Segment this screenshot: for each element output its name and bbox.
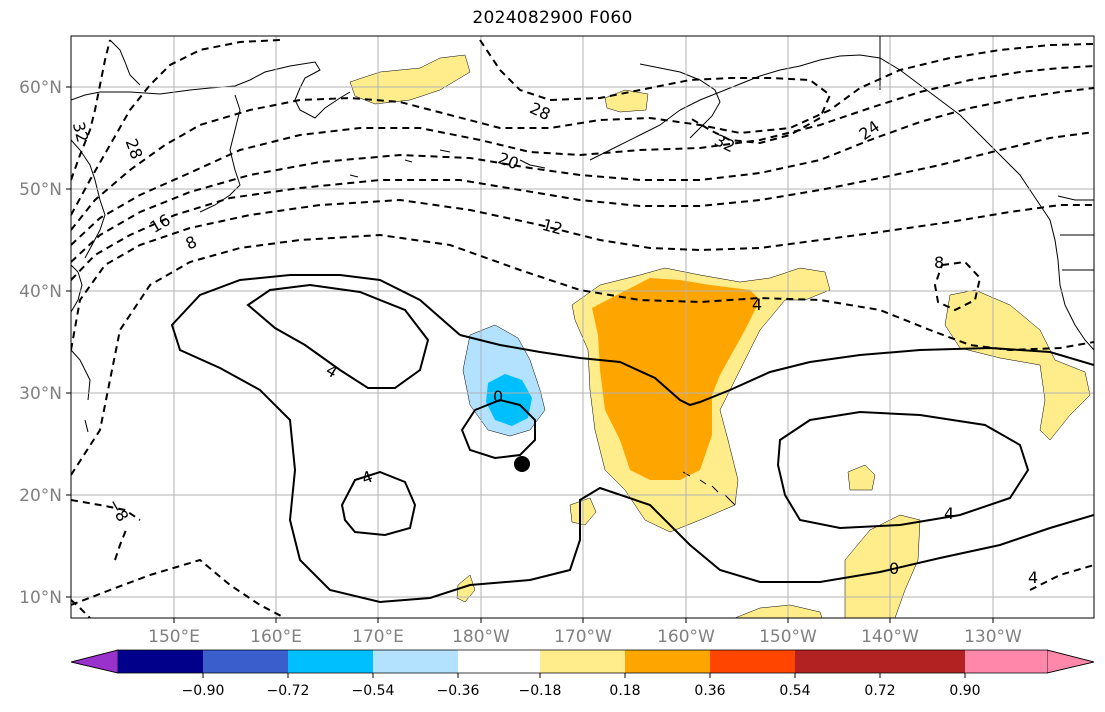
shade-yellow-south <box>734 604 823 618</box>
lat-label-50n: 50°N <box>19 180 62 200</box>
shaded-positive-regions <box>349 54 1091 618</box>
lat-label-60n: 60°N <box>19 78 62 98</box>
lat-label-10n: 10°N <box>19 588 62 608</box>
colorbar-segment <box>458 650 540 673</box>
shade-yellow-east <box>944 289 1091 441</box>
contour-label: 0 <box>889 559 899 578</box>
lon-label-130w: 130°W <box>964 627 1022 647</box>
lon-label-160e: 160°E <box>250 627 302 647</box>
longitude-labels: 150°E 160°E 170°E 180°W 170°W 160°W 150°… <box>148 627 1022 647</box>
colorbar-tick-label: 0.18 <box>609 683 640 699</box>
colorbar-tick-label: −0.54 <box>352 683 395 699</box>
colorbar-tick-label: −0.72 <box>267 683 310 699</box>
lon-label-150w: 150°W <box>759 627 817 647</box>
contour-label: 8 <box>934 253 944 272</box>
lon-label-180w: 180°W <box>452 627 510 647</box>
dashed-contours <box>71 39 1094 618</box>
colorbar-segment-top <box>965 650 1047 673</box>
latitude-labels: 60°N 50°N 40°N 30°N 20°N 10°N <box>19 78 62 608</box>
colorbar-tick-label: 0.36 <box>694 683 725 699</box>
colorbar-tick-label: −0.90 <box>182 683 225 699</box>
storm-position-marker <box>514 456 530 472</box>
lon-label-170e: 170°E <box>352 627 404 647</box>
shade-yellow-small-3 <box>456 574 476 603</box>
map-plot-area: 32 28 28 24 32 20 16 12 8 8 4 4 0 4 4 0 … <box>69 36 1094 618</box>
shade-yellow-small-1 <box>847 464 876 491</box>
shade-yellow-north <box>349 54 471 105</box>
shade-blue-west <box>486 374 532 426</box>
contour-label: 0 <box>493 387 503 406</box>
colorbar-segment <box>288 650 373 673</box>
colorbar-tick-label: 0.54 <box>779 683 810 699</box>
colorbar-segment <box>795 650 880 673</box>
colorbar-segment <box>203 650 288 673</box>
colorbar-tick-label: 0.72 <box>864 683 895 699</box>
colorbar-outline <box>70 649 1095 674</box>
colorbar: −0.90 −0.72 −0.54 −0.36 −0.18 0.18 0.36 … <box>70 649 1095 699</box>
colorbar-segment-high <box>880 650 965 673</box>
map-title: 2024082900 F060 <box>472 8 633 28</box>
lon-label-140w: 140°W <box>861 627 919 647</box>
contour-label: 12 <box>540 215 565 239</box>
colorbar-tick-label: 0.90 <box>949 683 980 699</box>
contour-label: 4 <box>752 295 762 314</box>
colorbar-segment <box>540 650 625 673</box>
shade-orange-central-pacific <box>592 278 760 480</box>
tick-marks <box>66 86 994 623</box>
lon-label-170w: 170°W <box>554 627 612 647</box>
lon-label-150e: 150°E <box>148 627 200 647</box>
lat-label-20n: 20°N <box>19 486 62 506</box>
contour-label: 4 <box>1028 568 1038 587</box>
contour-label: 32 <box>69 120 93 145</box>
lat-label-40n: 40°N <box>19 282 62 302</box>
colorbar-segment <box>625 650 710 673</box>
lon-label-160w: 160°W <box>657 627 715 647</box>
colorbar-tick-label: −0.36 <box>437 683 480 699</box>
contour-label: 4 <box>944 504 954 523</box>
colorbar-tick-label: −0.18 <box>519 683 562 699</box>
colorbar-segment <box>373 650 458 673</box>
colorbar-extend-high <box>1046 649 1095 674</box>
colorbar-segment <box>118 650 203 673</box>
graticule <box>71 36 1094 618</box>
colorbar-extend-low <box>70 649 119 674</box>
colorbar-segment <box>710 650 795 673</box>
solid-contours <box>170 274 1094 604</box>
lat-label-30n: 30°N <box>19 384 62 404</box>
